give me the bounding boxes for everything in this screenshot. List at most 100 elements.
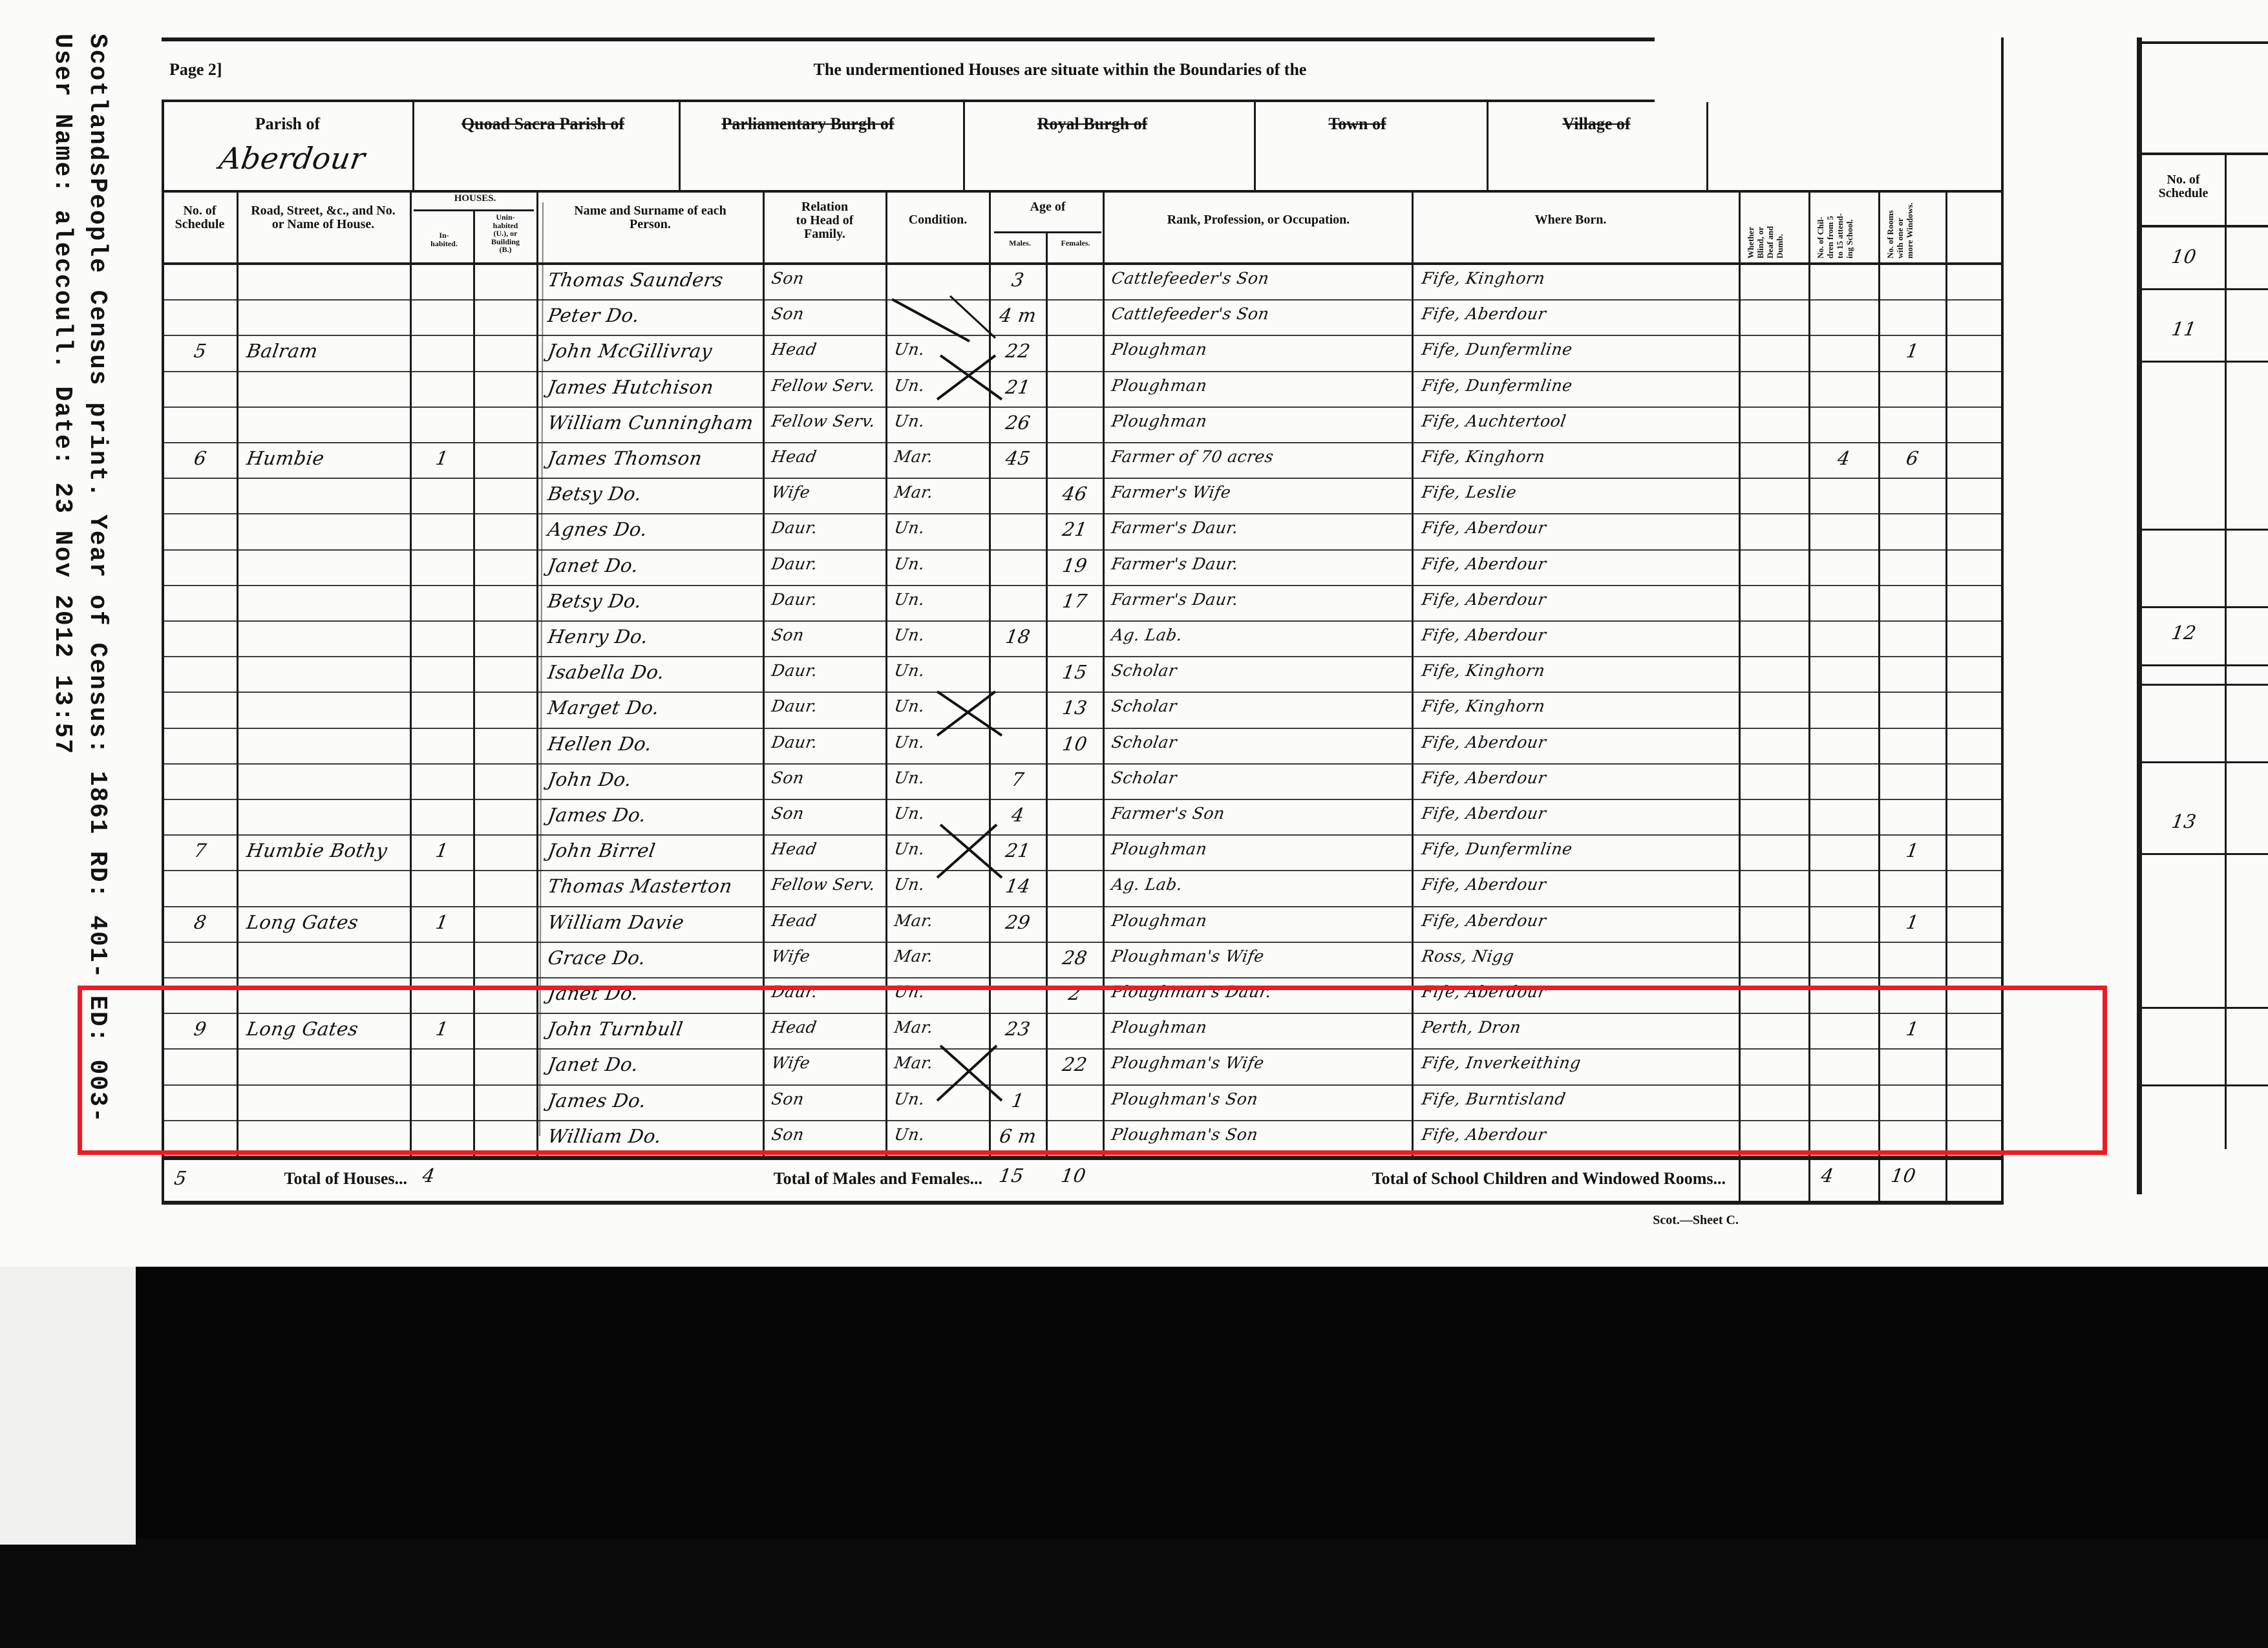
cell-born: Fife, Aberdour xyxy=(1420,732,1548,752)
cell-name: Janet Do. xyxy=(546,982,641,1004)
cell-age-m: 4 m xyxy=(997,304,1039,327)
cell-sched: 9 xyxy=(192,1018,209,1041)
cell-rank: Ag. Lab. xyxy=(1110,626,1184,644)
cell-name: James Hutchison xyxy=(546,375,715,398)
cell-relation: Daur. xyxy=(770,589,819,609)
colrule-name xyxy=(763,193,765,1157)
colrule-age-female xyxy=(1103,193,1105,1157)
cell-name: James Thomson xyxy=(546,447,704,469)
cell-road: Long Gates xyxy=(245,1018,361,1041)
locality-label-royal-burgh: Royal Burgh of xyxy=(1037,114,1148,133)
cell-born: Fife, Burntisland xyxy=(1420,1089,1567,1108)
cell-inhab: 1 xyxy=(434,447,450,469)
cell-rooms: 1 xyxy=(1904,911,1921,933)
cell-age-m: 4 xyxy=(1010,804,1026,826)
stub-colrule xyxy=(2225,154,2227,1149)
col-header-schedule-no: No. of Schedule xyxy=(175,204,225,231)
col-header-age-males: Males. xyxy=(1009,238,1031,248)
cell-age-f: 46 xyxy=(1061,483,1089,505)
stub-row-separator xyxy=(2142,684,2268,686)
cell-name: Isabella Do. xyxy=(546,661,666,684)
cell-age-m: 45 xyxy=(1004,447,1032,469)
cell-condition: Un. xyxy=(893,804,926,823)
cell-name: William Cunningham xyxy=(546,411,756,434)
cell-relation: Son xyxy=(770,768,806,787)
cell-rank: Farmer's Wife xyxy=(1110,483,1233,502)
stub-col-header-schedule: No. of Schedule xyxy=(2158,173,2209,200)
sheet-banner: The undermentioned Houses are situate wi… xyxy=(813,60,1307,79)
cell-age-m: 14 xyxy=(1004,875,1032,898)
rule-age-group xyxy=(994,231,1101,233)
stub-row-separator xyxy=(2142,606,2268,608)
cell-age-m: 3 xyxy=(1010,269,1026,291)
cell-born: Fife, Aberdour xyxy=(1420,768,1548,787)
cell-name: Henry Do. xyxy=(546,626,650,648)
col-header-rooms: No. of Rooms with one or more Windows. xyxy=(1885,202,1914,259)
cell-condition: Mar. xyxy=(893,911,935,930)
cell-condition: Un. xyxy=(893,589,926,609)
cell-condition: Un. xyxy=(893,1089,926,1108)
cell-rank: Farmer's Son xyxy=(1110,804,1227,823)
cell-condition: Un. xyxy=(893,982,926,1001)
cell-age-f: 15 xyxy=(1061,661,1089,684)
stub-fold-line xyxy=(2137,37,2142,1194)
stub-schedule-number: 13 xyxy=(2170,810,2198,832)
stub-row-separator xyxy=(2142,529,2268,531)
cell-rooms: 1 xyxy=(1904,340,1921,363)
cell-name: John McGillivray xyxy=(546,340,714,363)
stub-row-separator xyxy=(2142,664,2268,666)
cell-age-f: 10 xyxy=(1061,732,1089,755)
cell-rank: Ploughman's Son xyxy=(1110,1089,1260,1108)
totals-school-label: Total of School Children and Windowed Ro… xyxy=(1372,1169,1726,1188)
locality-sep-2 xyxy=(679,102,681,190)
cell-name: William Do. xyxy=(546,1125,664,1147)
cell-condition: Mar. xyxy=(893,1053,935,1073)
cell-rooms: 1 xyxy=(1904,1018,1921,1041)
stub-schedule-number: 11 xyxy=(2170,318,2198,340)
cell-condition: Un. xyxy=(893,411,926,430)
cell-age-f: 22 xyxy=(1061,1053,1089,1076)
cell-condition: Un. xyxy=(893,732,926,752)
cell-sched: 6 xyxy=(192,447,209,469)
cell-born: Fife, Inverkeithing xyxy=(1420,1053,1583,1073)
cell-born: Fife, Kinghorn xyxy=(1420,447,1547,466)
totals-houses-value: 4 xyxy=(421,1165,437,1187)
cell-condition: Mar. xyxy=(893,1018,935,1037)
cell-condition: Un. xyxy=(893,661,926,681)
cell-rank: Farmer's Daur. xyxy=(1110,589,1240,609)
cell-born: Ross, Nigg xyxy=(1420,946,1516,966)
row-separator xyxy=(162,763,2001,765)
cell-rank: Ploughman's Son xyxy=(1110,1125,1260,1144)
locality-label-village: Village of xyxy=(1562,114,1631,133)
stub-row-separator xyxy=(2142,288,2268,290)
cell-road: Long Gates xyxy=(245,911,361,933)
cell-name: Betsy Do. xyxy=(546,483,644,505)
cell-name: Agnes Do. xyxy=(546,518,650,541)
col-header-uninhabited: Unin- habited (U.), or Building (B.) xyxy=(491,213,520,255)
cell-rank: Cattlefeeder's Son xyxy=(1110,269,1271,288)
cell-born: Perth, Dron xyxy=(1420,1018,1523,1037)
cell-name: Janet Do. xyxy=(546,1053,641,1076)
stub-rule-b xyxy=(2142,225,2268,227)
cell-rank: Ploughman's Wife xyxy=(1110,1053,1266,1073)
cell-born: Fife, Aberdour xyxy=(1420,518,1548,538)
rule-above-totals xyxy=(162,1157,2004,1160)
cell-sched: 5 xyxy=(192,340,209,363)
locality-sep-6 xyxy=(1706,102,1708,190)
cell-age-m: 7 xyxy=(1010,768,1026,790)
cell-road: Balram xyxy=(245,340,320,363)
colrule-school xyxy=(1878,193,1880,1205)
cell-condition: Un. xyxy=(893,875,926,894)
stub-schedule-number: 10 xyxy=(2170,246,2198,268)
locality-sep-1 xyxy=(412,102,414,190)
cell-name: Betsy Do. xyxy=(546,589,644,612)
col-header-rank: Rank, Profession, or Occupation. xyxy=(1167,213,1350,227)
cell-age-f: 28 xyxy=(1061,946,1089,969)
row-separator xyxy=(162,941,2001,943)
row-separator xyxy=(162,370,2001,372)
page-label: Page 2] xyxy=(169,60,222,79)
cell-relation: Son xyxy=(770,304,806,324)
totals-houses-label: Total of Houses... xyxy=(284,1169,407,1188)
rule-under-banner xyxy=(162,100,1655,102)
cell-rank: Cattlefeeder's Son xyxy=(1110,304,1271,324)
